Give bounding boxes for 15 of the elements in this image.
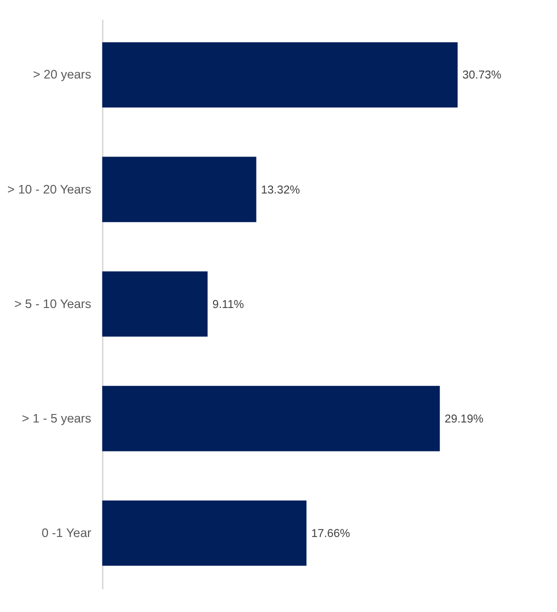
data-label: 30.73% — [462, 70, 502, 82]
y-tick-label: > 5 - 10 Years — [14, 296, 92, 311]
data-label: 29.19% — [444, 413, 484, 426]
data-label: 9.11% — [212, 298, 244, 311]
bar — [102, 386, 440, 452]
y-tick-label: > 20 years — [32, 68, 92, 82]
data-label: 17.66% — [311, 528, 350, 540]
y-tick-label: > 10 - 20 Years — [7, 182, 92, 196]
bar — [102, 271, 208, 337]
y-tick-label: 0 -1 Year — [42, 526, 92, 540]
bar — [102, 500, 306, 566]
data-label: 13.32% — [261, 184, 300, 196]
bar — [102, 156, 256, 222]
y-tick-label: > 1 - 5 years — [22, 411, 92, 426]
bar — [102, 42, 458, 108]
